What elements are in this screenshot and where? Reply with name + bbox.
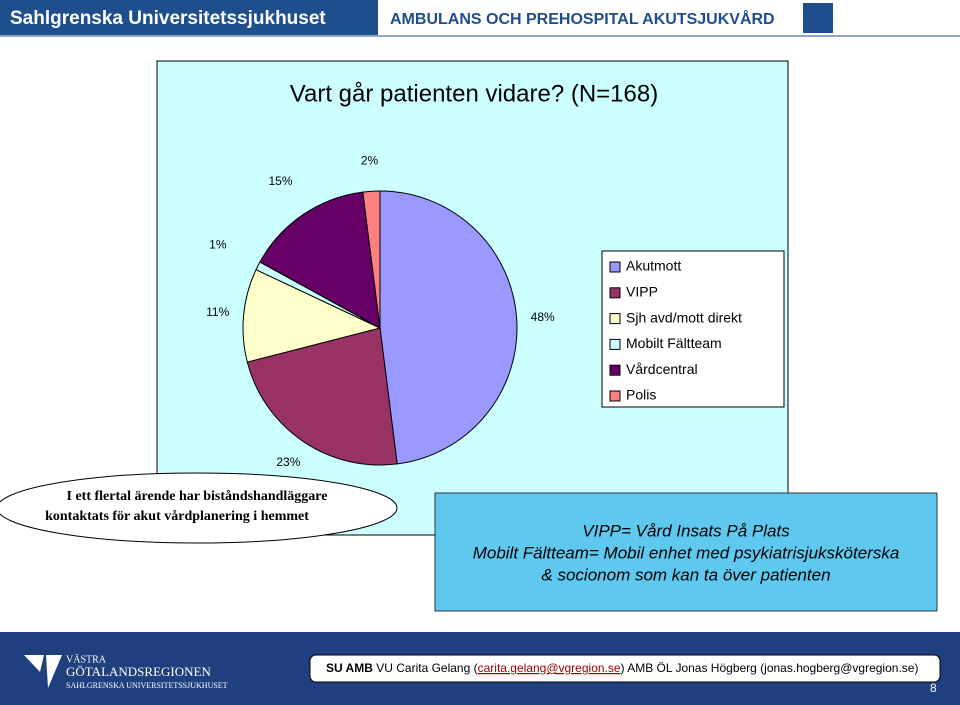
logo-text: SAHLGRENSKA UNIVERSITETSSJUKHUSET [66,681,228,690]
contact-link[interactable]: carita.gelang@vgregion.se [478,661,621,675]
definitions-box [434,492,938,612]
page-number: 8 [930,681,937,695]
slice-label: 23% [276,455,300,469]
chart-title: Vart går patienten vidare? (N=168) [290,80,658,107]
header-bar [0,0,378,35]
legend-entries: Akutmott VIPP Sjh avd/mott direkt Mobilt Fä… [609,258,742,403]
pie-slice [362,190,381,329]
header-right: AMBULANS OCH PREHOSPITAL AKUTSJUKVÅRD [390,9,775,28]
legend-label: Mobilt Fältteam [626,335,722,351]
contact-part: VU Carita Gelang ( [373,661,478,675]
slice-label: 1% [209,238,227,252]
contact-box [309,654,941,683]
legend [601,250,785,408]
legend-label: VIPP [626,284,658,300]
logo-text: VÄSTRA [66,653,107,665]
header-left: Sahlgrenska Universitetssjukhuset [10,8,326,29]
pie-slice [242,269,382,363]
legend-swatch [609,261,621,273]
legend-label: Akutmott [626,258,681,274]
legend-swatch [609,390,621,402]
contact: SU AMB VU Carita Gelang (carita.gelang@v… [326,661,918,675]
logo-text: GÖTALANDSREGIONEN [66,664,211,679]
legend-swatch [609,338,621,350]
definition: Mobilt Fältteam= Mobil enhet med psykiat… [473,543,900,562]
header-square [803,3,833,33]
pie-slice [246,327,398,466]
contact-part: SU AMB [326,661,373,675]
legend-label: Sjh avd/mott direkt [626,309,742,325]
legend-swatch [609,313,621,325]
legend-swatch [609,287,621,299]
logo-mark [24,655,62,688]
legend-label: Polis [626,387,656,403]
callout-line: kontaktats för akut vårdplanering i hemm… [45,509,309,524]
slice-label: 2% [361,154,379,168]
legend-swatch [609,364,621,376]
definition: VIPP= Vård Insats På Plats [582,521,790,540]
slice-label: 48% [531,310,555,324]
callout-line: I ett flertal ärende har biståndshandläg… [67,489,328,504]
legend-label: Vårdcentral [626,361,698,377]
slice-label: 11% [206,305,229,319]
pie-slice [259,191,381,329]
callout [0,472,398,544]
pie-slice [379,190,518,465]
pie: 48% 23% 11% 1% 15% 2% [206,154,555,469]
contact-part: ) AMB ÖL Jonas Högberg (jonas.hogberg@vg… [621,661,919,675]
definition: & socionom som kan ta över patienten [541,565,830,584]
slice-label: 15% [268,174,292,188]
